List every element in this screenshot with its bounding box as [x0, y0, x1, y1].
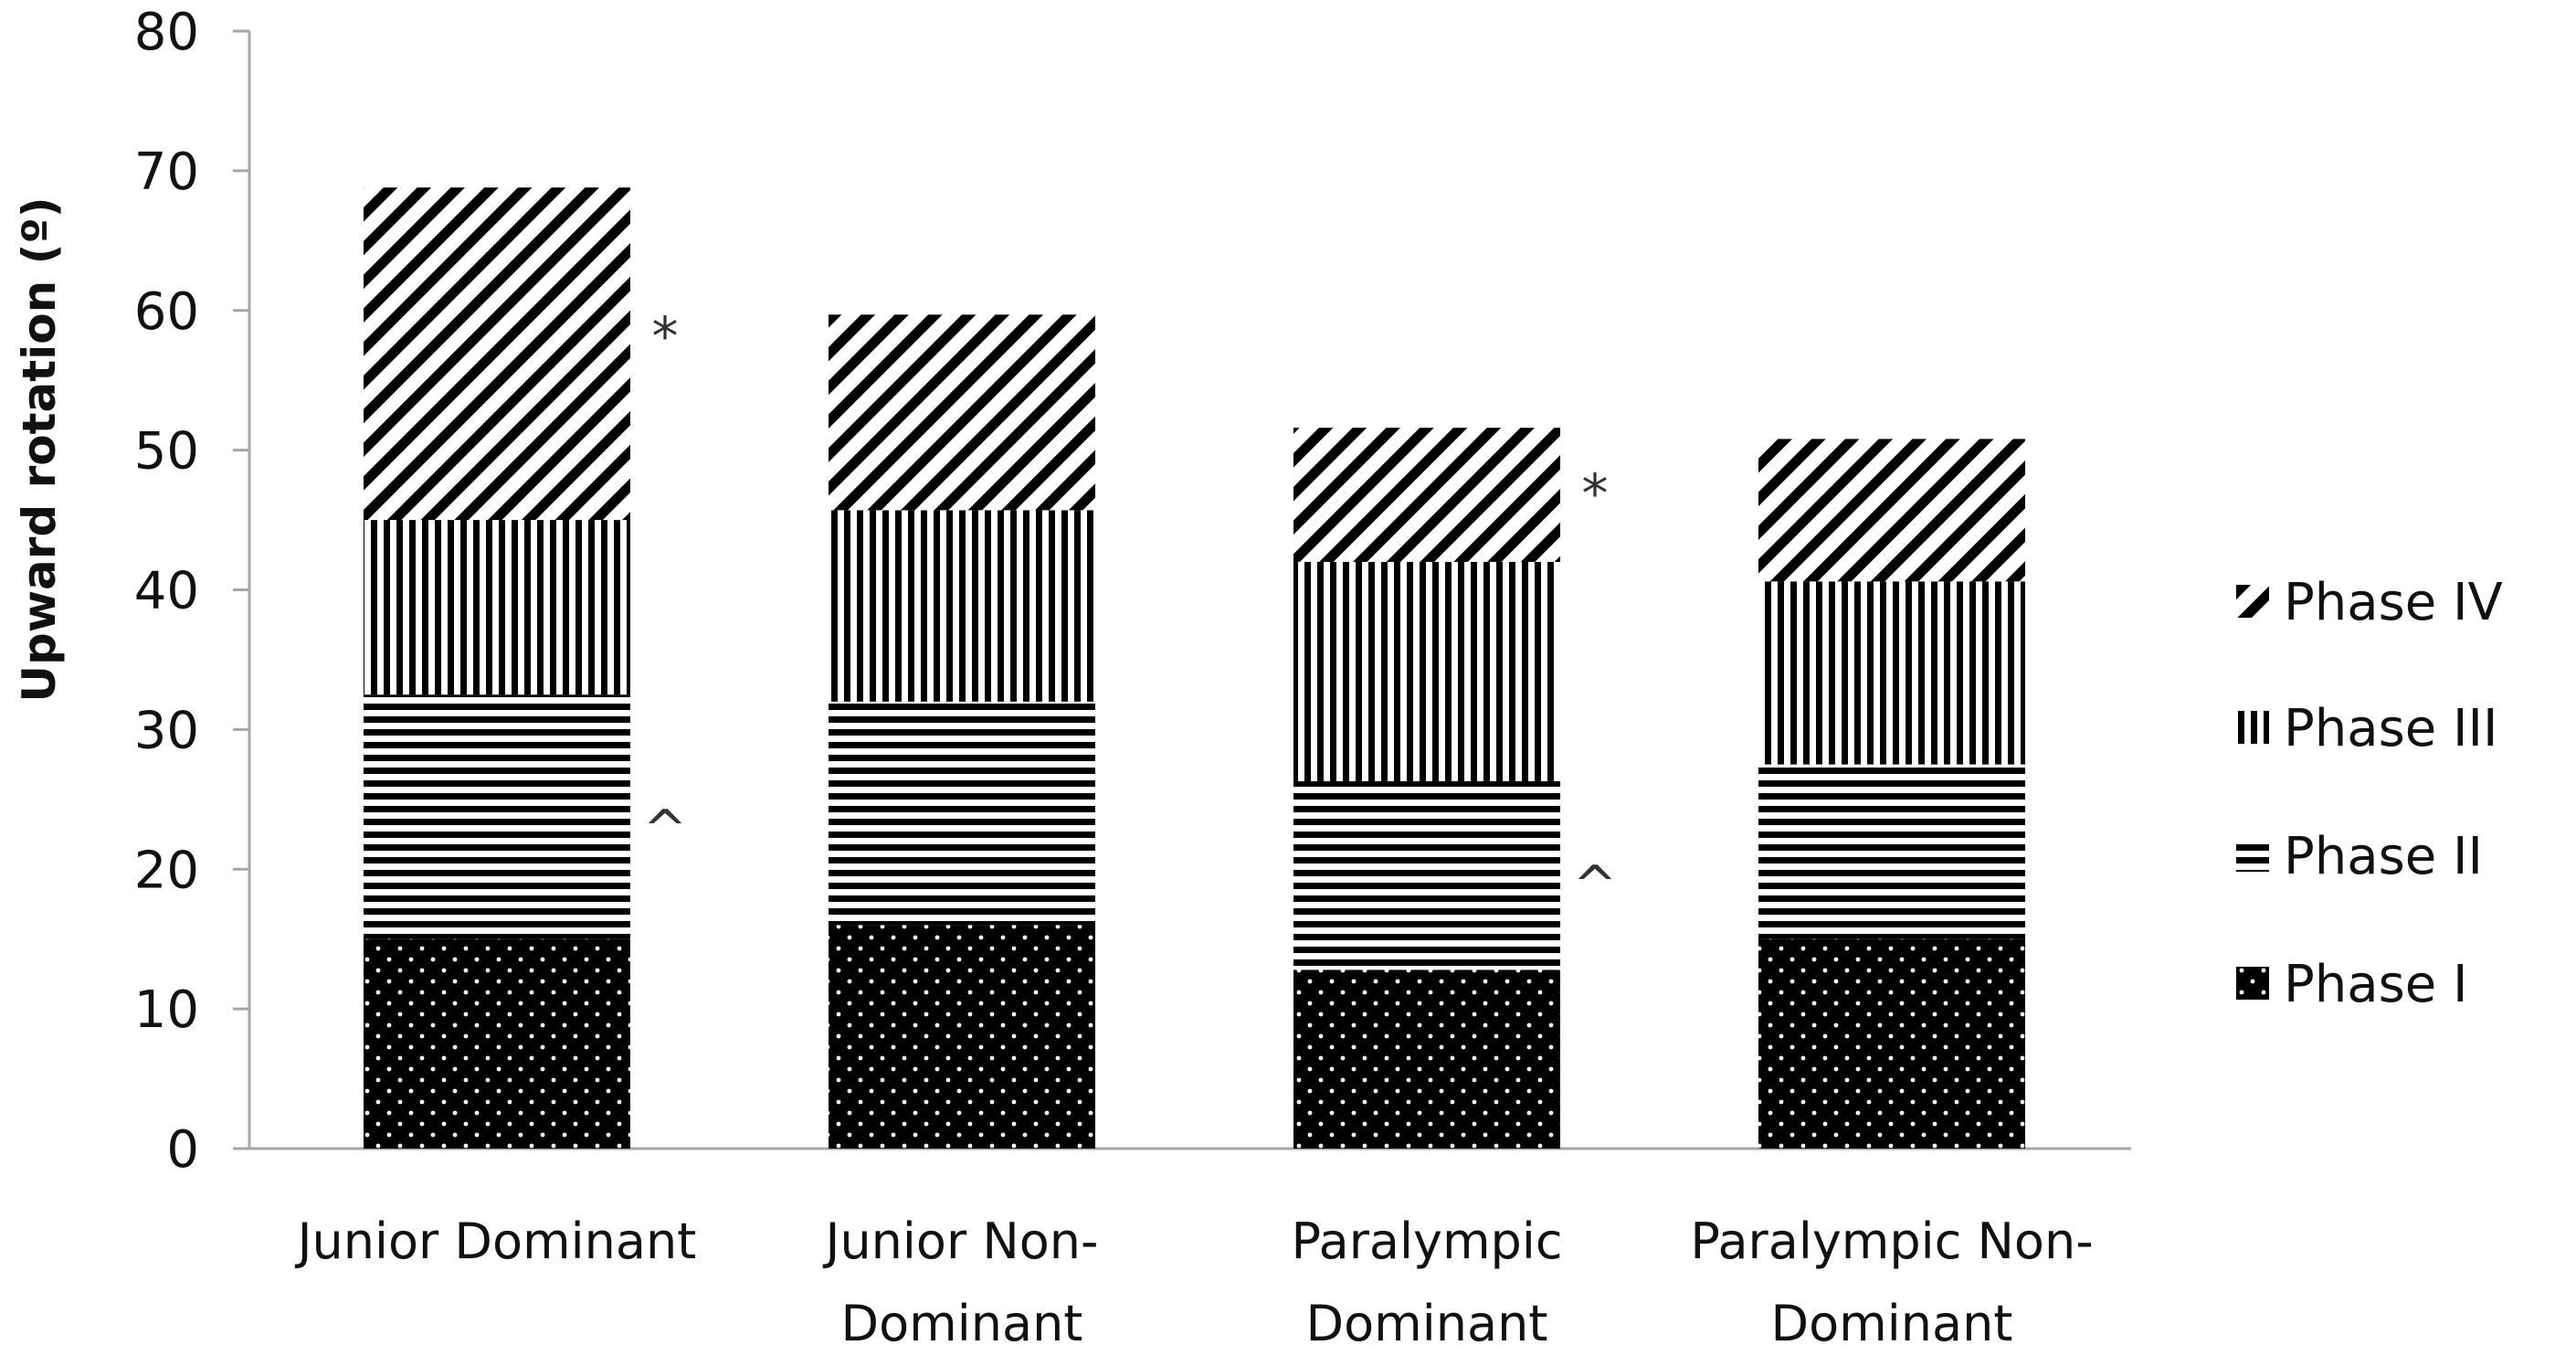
bar-segment-phase-ii — [1293, 780, 1560, 970]
y-tick-label: 50 — [134, 422, 199, 482]
x-category-label: Dominant — [1771, 1295, 2013, 1352]
bar-segment-phase-iv — [1293, 428, 1560, 562]
bar-segment-phase-ii — [364, 694, 630, 939]
bar-segment-phase-iv — [829, 314, 1095, 511]
y-tick-label: 10 — [134, 980, 199, 1040]
x-category-label: Junior Non- — [823, 1213, 1099, 1270]
legend-label: Phase I — [2284, 955, 2468, 1014]
significance-caret: ^ — [643, 798, 688, 860]
y-tick-label: 30 — [134, 701, 199, 760]
y-axis-group: 0 10 20 30 40 50 60 70 80 — [134, 3, 2131, 1180]
annotations-group: * ^ * ^ — [643, 305, 1618, 916]
y-tick-label: 70 — [134, 143, 199, 202]
legend-swatch-phase-iv — [2236, 585, 2269, 618]
bar-segment-phase-iii — [364, 520, 630, 695]
y-tick-label: 0 — [166, 1120, 199, 1180]
significance-asterisk: * — [652, 305, 679, 367]
y-tick-label: 40 — [134, 562, 199, 621]
y-axis-title: Upward rotation (º) — [13, 196, 66, 702]
x-category-label: Junior Dominant — [295, 1213, 697, 1270]
bar-segment-phase-iii — [829, 510, 1095, 702]
bar-segment-phase-iii — [1758, 581, 2025, 765]
bar-segment-phase-iv — [364, 187, 630, 521]
bar-segment-phase-i — [1293, 969, 1560, 1149]
bar-segment-phase-i — [364, 938, 630, 1149]
legend: Phase IV Phase III Phase II Phase I — [2236, 573, 2503, 1014]
legend-label: Phase II — [2284, 827, 2483, 886]
x-category-label: Dominant — [841, 1295, 1083, 1352]
y-tick-label: 60 — [134, 282, 199, 342]
y-tick-label: 20 — [134, 841, 199, 900]
bar-segment-phase-iii — [1293, 561, 1560, 781]
legend-label: Phase IV — [2284, 573, 2503, 632]
x-category-label: Paralympic — [1291, 1213, 1562, 1270]
legend-swatch-phase-ii — [2236, 839, 2269, 872]
category-labels-group: Junior Dominant Junior Non- Dominant Paraly… — [295, 1213, 2094, 1352]
x-category-label: Dominant — [1306, 1295, 1548, 1352]
bar-segment-phase-i — [1758, 938, 2025, 1149]
legend-swatch-phase-iii — [2236, 711, 2269, 744]
significance-caret: ^ — [1573, 853, 1618, 916]
bar-segment-phase-ii — [829, 701, 1095, 926]
bars-group — [364, 187, 2025, 1149]
y-tick-label: 80 — [134, 3, 199, 62]
significance-asterisk: * — [1582, 462, 1609, 524]
bar-segment-phase-i — [829, 925, 1095, 1149]
legend-label: Phase III — [2284, 699, 2498, 758]
bar-segment-phase-ii — [1758, 764, 2025, 939]
x-category-label: Paralympic Non- — [1690, 1213, 2093, 1270]
bar-segment-phase-iv — [1758, 439, 2025, 582]
legend-swatch-phase-i — [2236, 967, 2269, 1000]
